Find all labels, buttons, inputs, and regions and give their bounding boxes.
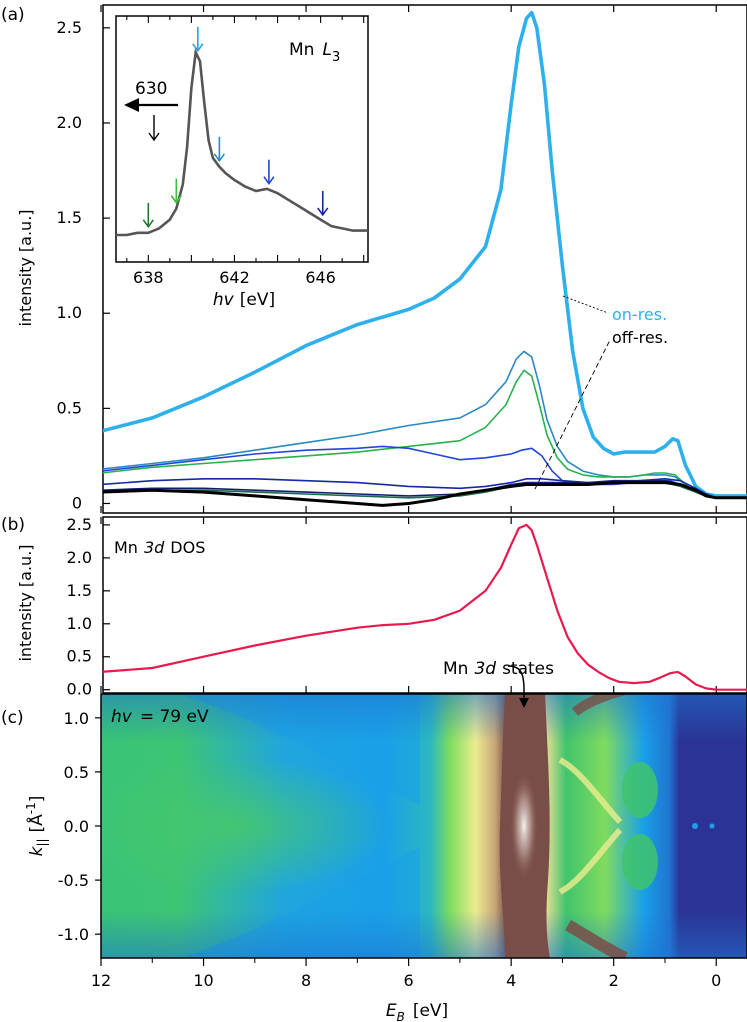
panel-b-frame bbox=[102, 516, 747, 694]
on-res-label: on-res. bbox=[612, 305, 667, 324]
panel-b-ytick-label: 0.0 bbox=[67, 680, 92, 699]
panel-c-xtick-label: 2 bbox=[609, 971, 619, 990]
inset-arrow-3-head bbox=[192, 43, 204, 53]
heatmap-edge-shade bbox=[101, 694, 747, 958]
heatmap-branch-lower bbox=[558, 827, 623, 895]
panel-b-series bbox=[103, 523, 747, 691]
inset-xtick-label: 642 bbox=[219, 268, 250, 287]
mn-3d-states-label: Mn 3d states bbox=[443, 659, 554, 679]
panel-a-series-5 bbox=[103, 478, 747, 499]
panel-c-xtick-label: 6 bbox=[404, 971, 414, 990]
panel-c-ticks bbox=[95, 717, 717, 966]
panel-c-ylabel: k||[Å-1] bbox=[24, 796, 49, 857]
panel-b-series-1 bbox=[103, 523, 747, 691]
inset-chart: 638 642 646 Mn L3 630 hv [eV] bbox=[115, 15, 369, 310]
inset-arrow-1-head bbox=[142, 219, 154, 229]
heatmap bbox=[101, 694, 747, 958]
panel-c-xtick-label: 0 bbox=[711, 971, 721, 990]
panel-a-series bbox=[103, 10, 747, 507]
panel-c-xtick-label: 8 bbox=[301, 971, 311, 990]
heatmap-branch-upper bbox=[558, 757, 623, 825]
panel-a-series-3 bbox=[103, 369, 747, 499]
panel-b-ytick-labels: 0.0 0.5 1.0 1.5 2.0 2.5 bbox=[67, 515, 92, 699]
panel-a-label: (a) bbox=[1, 5, 25, 25]
panel-a-ytick-label: 0 bbox=[72, 494, 82, 513]
mn-3d-states-arrowhead bbox=[519, 698, 529, 708]
panel-c-xtick-label: 10 bbox=[193, 971, 213, 990]
inset-arrows bbox=[142, 26, 329, 229]
panel-b-ylabel: intensity [a.u.] bbox=[16, 544, 35, 661]
panel-c-ytick-label: -0.5 bbox=[58, 871, 89, 890]
panel-c-ytick-label: -1.0 bbox=[58, 925, 89, 944]
inset-630-arrow-head bbox=[148, 132, 160, 142]
panel-c-label: (c) bbox=[1, 708, 24, 728]
off-res-label: off-res. bbox=[612, 328, 668, 347]
heatmap-green-blob bbox=[622, 762, 658, 818]
panel-c-ytick-labels: 1.0 0.5 0.0 -0.5 -1.0 bbox=[58, 709, 89, 944]
panel-b-ytick-label: 2.0 bbox=[67, 548, 92, 567]
panel-a-series-2 bbox=[103, 350, 747, 499]
on-res-leader bbox=[562, 295, 609, 314]
panel-b-ytick-label: 1.5 bbox=[67, 581, 92, 600]
heatmap-top-right-band bbox=[571, 694, 627, 717]
panel-a-ytick-labels: 0 0.5 1.0 1.5 2.0 2.5 bbox=[57, 18, 82, 513]
panel-c-xtick-label: 4 bbox=[506, 971, 516, 990]
panel-b-ytick-label: 2.5 bbox=[67, 515, 92, 534]
panel-a-ytick-label: 2.5 bbox=[57, 18, 82, 37]
panel-c-xtick-labels: 12 10 8 6 4 2 0 bbox=[91, 971, 721, 990]
panel-b-ticks bbox=[100, 517, 717, 693]
panel-c-ytick-label: 0.5 bbox=[64, 763, 89, 782]
panel-b-label: (b) bbox=[1, 515, 25, 535]
inset-ticks: 638 642 646 bbox=[126, 16, 365, 287]
heatmap-fermi-dot-2 bbox=[709, 823, 715, 829]
panel-b-title: Mn 3d DOS bbox=[114, 538, 205, 557]
inset-left-arrow-head bbox=[124, 98, 139, 112]
panel-a-ytick-label: 1.5 bbox=[57, 208, 82, 227]
panel-a-ticks bbox=[100, 5, 717, 513]
heatmap-bottom-right-band bbox=[564, 919, 628, 958]
panel-b: (b) intensity [a.u.] 0.00.51.01.52.02.5 … bbox=[1, 515, 747, 699]
panel-a-ytick-label: 0.5 bbox=[57, 398, 82, 417]
inset-arrow-4-head bbox=[213, 153, 226, 163]
panel-c-annotation: hv = 79 eV bbox=[111, 707, 209, 727]
panel-c-ytick-label: 1.0 bbox=[64, 709, 89, 728]
panel-c-ytick-label: 0.0 bbox=[64, 817, 89, 836]
mn-3d-states-arrow bbox=[507, 665, 525, 700]
inset-frame bbox=[115, 15, 369, 263]
inset-spectrum-line bbox=[116, 47, 368, 237]
off-res-leader bbox=[534, 339, 611, 490]
panel-a-ytick-label: 2.0 bbox=[57, 113, 82, 132]
inset-arrow-5-head bbox=[263, 176, 275, 186]
panel-b-ytick-label: 0.5 bbox=[67, 647, 92, 666]
panel-a-ytick-label: 1.0 bbox=[57, 303, 82, 322]
inset-xtick-label: 646 bbox=[305, 268, 336, 287]
panel-c: 1.0 0.5 0.0 -0.5 -1.0 12 10 8 6 4 2 0 (c) hv = 79 e… bbox=[1, 693, 747, 1022]
heatmap-fermi-dot bbox=[692, 823, 698, 829]
inset-arrow-label: 630 bbox=[135, 79, 167, 99]
inset-xtick-label: 638 bbox=[133, 268, 164, 287]
heatmap-green-blob-lower bbox=[622, 834, 658, 890]
panel-a-frame bbox=[102, 4, 747, 514]
panel-c-xlabel: EB [eV] bbox=[386, 1001, 448, 1022]
panel-b-ytick-label: 1.0 bbox=[67, 614, 92, 633]
heatmap-hotspot bbox=[510, 771, 538, 881]
panel-c-xtick-label: 12 bbox=[91, 971, 111, 990]
panel-a-series-1 bbox=[103, 10, 747, 498]
inset-title: Mn L3 bbox=[289, 40, 340, 65]
panel-a: (a) intensity [a.u.] 0 0.5 1.0 1.5 2.0 2.5 on… bbox=[1, 4, 747, 514]
panel-a-series-8 bbox=[103, 481, 747, 507]
panel-a-ylabel: intensity [a.u.] bbox=[16, 209, 35, 326]
inset-xlabel: hv [eV] bbox=[213, 290, 275, 310]
inset-arrow-6-head bbox=[317, 207, 329, 217]
inset-arrow-2-head bbox=[170, 195, 182, 204]
